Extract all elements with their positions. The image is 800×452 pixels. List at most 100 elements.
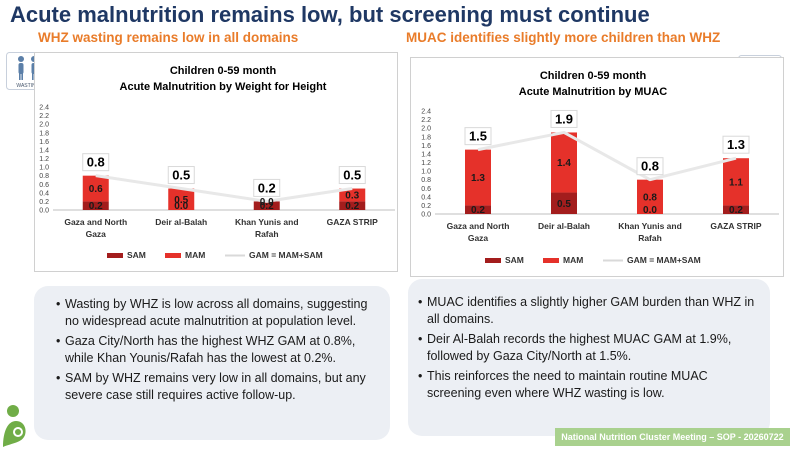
category-label: Deir al-Balah xyxy=(538,221,590,231)
gam-data-label: 1.5 xyxy=(469,129,487,144)
gam-label-box xyxy=(253,178,281,197)
mam-data-label: 0.3 xyxy=(345,190,359,201)
whz-bullet: Gaza City/North has the highest WHZ GAM … xyxy=(56,333,380,367)
muac-summary-box: MUAC identifies a slightly higher GAM bu… xyxy=(408,279,770,436)
category-label: GAZA STRIP xyxy=(710,221,761,231)
gam-label-box xyxy=(636,157,664,176)
left-subtitle: WHZ wasting remains low in all domains xyxy=(38,30,299,45)
sam-data-label: 0.2 xyxy=(260,201,274,212)
y-tick-label: 1.4 xyxy=(39,147,49,154)
y-tick-label: 0.8 xyxy=(39,173,49,180)
y-tick-label: 0.8 xyxy=(421,177,431,184)
sam-data-label: 0.2 xyxy=(345,201,359,212)
whz-chart-panel: Children 0-59 month Acute Malnutrition by… xyxy=(34,52,398,272)
gam-data-label: 0.8 xyxy=(641,159,659,174)
sam-bar xyxy=(253,201,280,210)
category-label: Gaza xyxy=(86,229,107,239)
muac-bullet: This reinforces the need to maintain rou… xyxy=(418,368,760,402)
sam-data-label: 0.5 xyxy=(557,199,571,210)
sam-bar xyxy=(723,205,749,214)
y-tick-label: 2.2 xyxy=(39,113,49,120)
y-tick-label: 0.6 xyxy=(39,182,49,189)
gam-data-label: 0.8 xyxy=(87,155,105,170)
sam-data-label: 0.0 xyxy=(643,205,657,216)
y-tick-label: 2.4 xyxy=(421,109,431,116)
chart-subtitle: Acute Malnutrition by Weight for Height xyxy=(120,81,327,93)
legend-label-sam: SAM xyxy=(127,250,146,260)
y-tick-label: 1.0 xyxy=(421,169,431,176)
legend-swatch-sam xyxy=(107,253,123,258)
mam-data-label: 1.1 xyxy=(729,177,743,188)
category-label: Gaza and North xyxy=(64,217,127,227)
gam-data-label: 1.9 xyxy=(555,111,573,126)
mam-bar xyxy=(723,158,749,206)
category-label: Rafah xyxy=(638,233,662,243)
y-tick-label: 0.2 xyxy=(39,199,49,206)
y-tick-label: 1.8 xyxy=(421,134,431,141)
mam-bar xyxy=(637,179,663,214)
gam-data-label: 0.5 xyxy=(172,168,190,183)
sam-bar xyxy=(551,192,577,214)
whz-bullet: Wasting by WHZ is low across all domains… xyxy=(56,296,380,330)
y-tick-label: 1.0 xyxy=(39,165,49,172)
legend-label-mam: MAM xyxy=(185,250,205,260)
gam-label-box xyxy=(167,166,195,185)
gam-data-label: 0.2 xyxy=(258,180,276,195)
sam-data-label: 0.2 xyxy=(471,205,485,216)
category-label: Deir al-Balah xyxy=(155,217,207,227)
y-tick-label: 1.4 xyxy=(421,151,431,158)
y-tick-label: 0.6 xyxy=(421,186,431,193)
gam-data-label: 0.5 xyxy=(343,168,361,183)
mam-bar xyxy=(82,175,109,202)
y-tick-label: 1.6 xyxy=(421,143,431,150)
footer-banner: National Nutrition Cluster Meeting – SOP… xyxy=(555,428,790,446)
gam-line xyxy=(477,130,737,182)
muac-chart-panel: Children 0-59 month Acute Malnutrition by… xyxy=(410,57,784,277)
slide-title: Acute malnutrition remains low, but scre… xyxy=(10,2,650,27)
gam-label-box xyxy=(550,109,578,128)
mam-data-label: 0.0 xyxy=(260,197,274,208)
y-tick-label: 1.6 xyxy=(39,139,49,146)
y-tick-label: 1.2 xyxy=(39,156,49,163)
gam-label-box xyxy=(338,166,366,185)
muac-bullet: MUAC identifies a slightly higher GAM bu… xyxy=(418,294,760,328)
wasting-icon-label: WASTING xyxy=(16,83,39,89)
legend-swatch-mam xyxy=(165,253,181,258)
y-tick-label: 2.0 xyxy=(39,122,49,129)
sam-data-label: 0.0 xyxy=(174,201,188,212)
legend-swatch-mam xyxy=(543,258,559,263)
legend-label-sam: SAM xyxy=(505,255,524,265)
category-label: Khan Yunis and xyxy=(235,217,299,227)
cluster-logo-icon xyxy=(0,403,34,447)
muac-bullet: Deir Al-Balah records the highest MUAC G… xyxy=(418,331,760,365)
y-tick-label: 0.4 xyxy=(39,190,49,197)
chart-subtitle: Acute Malnutrition by MUAC xyxy=(519,86,668,98)
sam-data-label: 0.2 xyxy=(89,201,103,212)
category-label: GAZA STRIP xyxy=(327,217,378,227)
mam-data-label: 0.6 xyxy=(89,184,103,195)
y-tick-label: 2.2 xyxy=(421,117,431,124)
gam-line xyxy=(95,174,353,203)
sam-bar xyxy=(465,205,491,214)
y-tick-label: 0.2 xyxy=(421,203,431,210)
category-label: Khan Yunis and xyxy=(618,221,682,231)
y-tick-label: 2.4 xyxy=(39,105,49,112)
chart-title: Children 0-59 month xyxy=(540,70,647,82)
legend-swatch-sam xyxy=(485,258,501,263)
y-tick-label: 2.0 xyxy=(421,126,431,133)
mam-bar xyxy=(168,188,195,210)
mam-data-label: 0.8 xyxy=(643,192,657,203)
sam-bar xyxy=(82,201,109,210)
category-label: Rafah xyxy=(255,229,279,239)
mam-data-label: 0.5 xyxy=(174,195,188,206)
legend-label-mam: MAM xyxy=(563,255,583,265)
legend-label-gam: GAM = MAM+SAM xyxy=(249,250,323,260)
chart-title: Children 0-59 month xyxy=(170,65,277,77)
gam-label-box xyxy=(82,153,110,172)
mam-bar xyxy=(339,188,366,202)
category-label: Gaza xyxy=(468,233,489,243)
sam-bar xyxy=(339,201,366,210)
y-tick-label: 1.2 xyxy=(421,160,431,167)
mam-data-label: 1.4 xyxy=(557,158,571,169)
category-label: Gaza and North xyxy=(447,221,510,231)
